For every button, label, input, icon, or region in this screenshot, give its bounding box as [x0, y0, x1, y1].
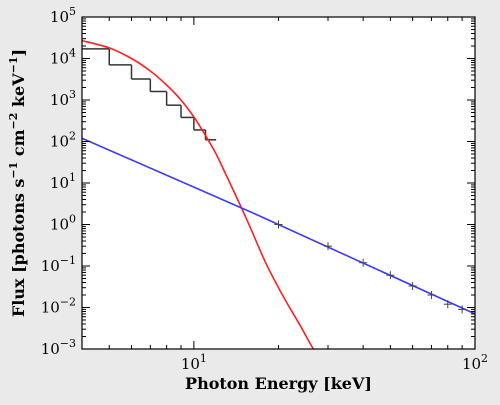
y-tick-label: 105	[50, 5, 76, 26]
y-tick-label: 100	[50, 213, 76, 234]
y-tick-label: 10−2	[41, 296, 76, 317]
data-layer	[82, 39, 475, 349]
y-tick-label: 103	[50, 88, 76, 109]
label-layer: 101 102 10−3 10−2 10−1 100 101 102 103 104 105	[41, 5, 488, 373]
y-tick-label: 10−1	[41, 254, 76, 275]
x-tick-label: 102	[462, 352, 488, 373]
data-point-cross	[443, 300, 452, 309]
y-tick-label: 101	[50, 171, 76, 192]
y-tick-label: 102	[50, 130, 76, 151]
data-point-cross	[359, 258, 368, 267]
data-point-cross	[458, 305, 467, 314]
plot-background	[82, 17, 475, 349]
model-curve-red	[82, 39, 315, 349]
y-tick-label: 10−3	[41, 337, 76, 358]
y-axis-label: Flux [photons s−1 cm−2 keV−1]	[7, 49, 28, 317]
data-point-cross	[386, 271, 395, 280]
data-point-cross	[427, 291, 436, 300]
plot-frame	[81, 16, 476, 350]
tick-layer	[81, 16, 476, 350]
data-crosses	[274, 220, 467, 314]
x-tick-label: 101	[181, 352, 207, 373]
data-point-cross	[408, 281, 417, 290]
model-line-blue	[82, 137, 475, 315]
data-point-cross	[274, 220, 283, 229]
x-axis-label: Photon Energy [keV]	[185, 374, 372, 393]
data-point-cross	[324, 242, 333, 251]
y-tick-label: 104	[50, 47, 76, 68]
